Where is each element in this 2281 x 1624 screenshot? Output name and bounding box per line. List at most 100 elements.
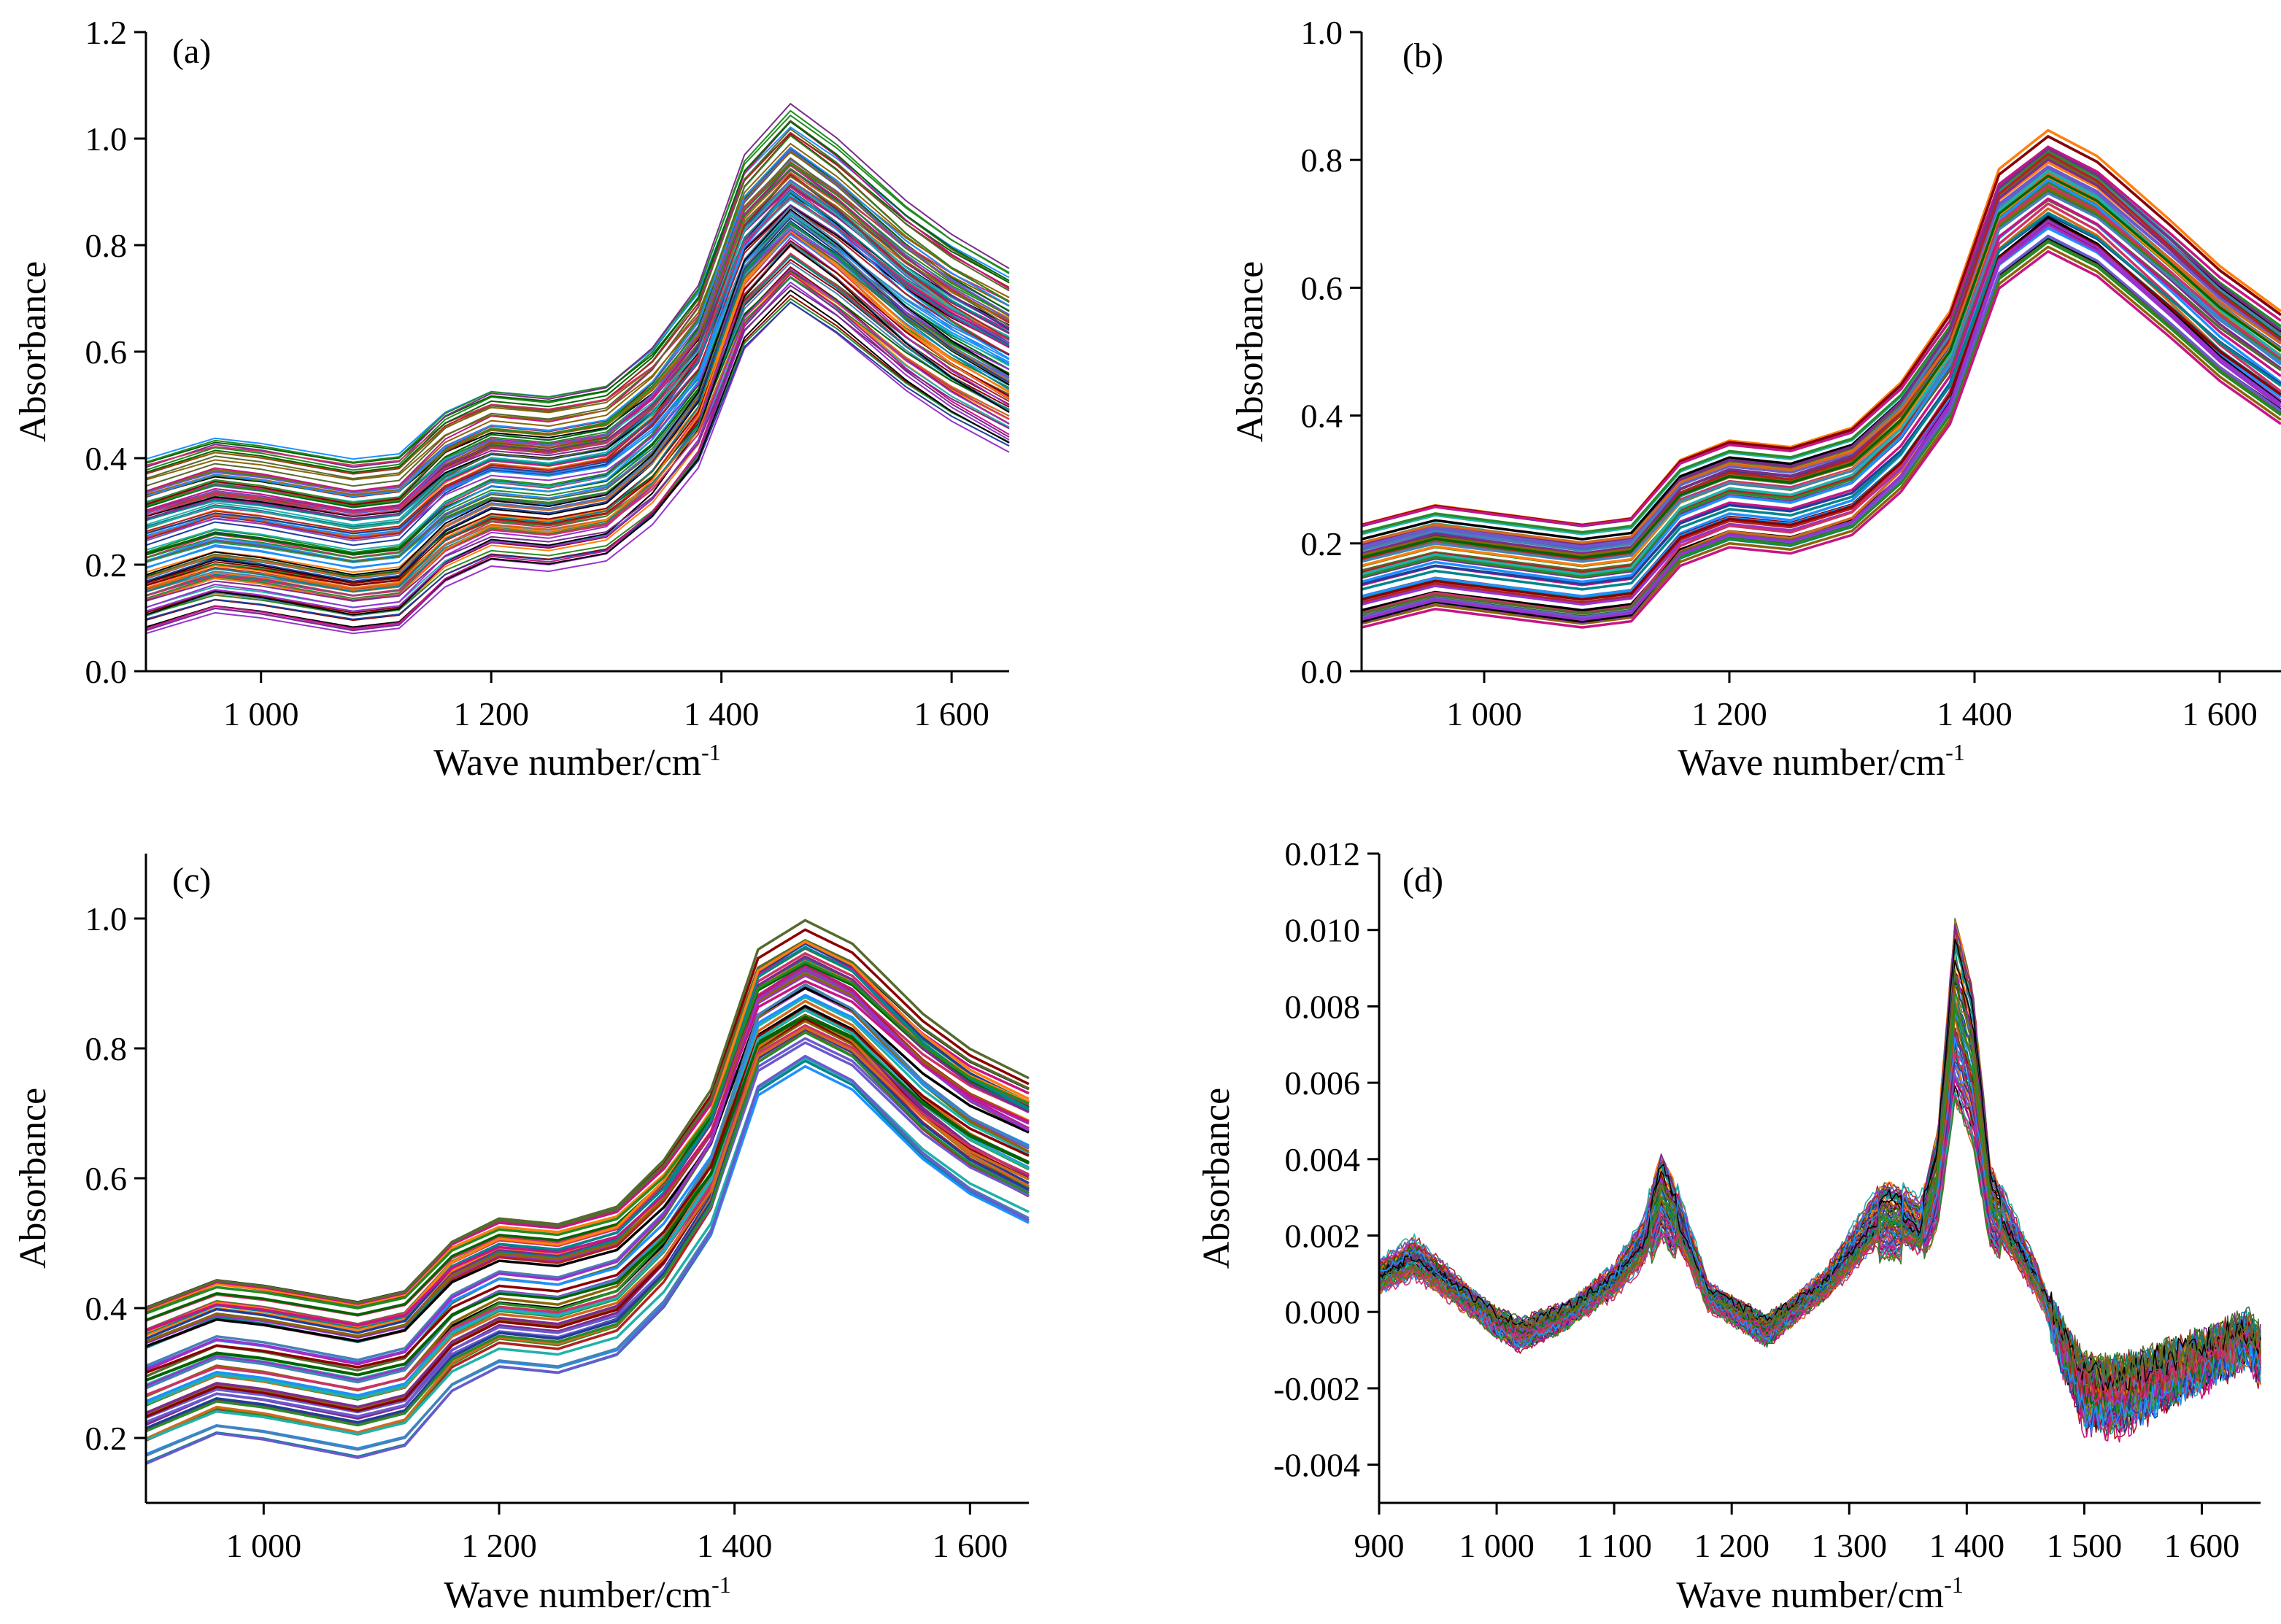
panel-c-label: (c): [172, 861, 211, 900]
panel-d-spectrum-line: [1378, 971, 2261, 1415]
panel-a-spectrum-line: [145, 273, 1010, 630]
panel-a-spectrum-line: [145, 298, 1010, 616]
panel-a-spectrum-line: [145, 217, 1010, 582]
panel-a-y-tick-label: 0.0: [85, 653, 128, 690]
panel-c-x-tick-label: 1 000: [226, 1527, 302, 1564]
panel-c-y-tick-label: 0.6: [85, 1160, 128, 1197]
panel-a-y-ticks: 0.0 0.2 0.4 0.6 0.8 1.0 1.2: [85, 14, 146, 690]
panel-a-x-tick-label: 1 600: [914, 695, 989, 732]
panel-b-spectrum-line: [1361, 174, 2281, 560]
panel-d-y-tick-label: -0.002: [1273, 1370, 1360, 1407]
panel-c-y-tick-label: 0.4: [85, 1290, 128, 1327]
panel-b-x-tick-label: 1 000: [1446, 695, 1522, 732]
panel-b-label: (b): [1402, 36, 1443, 75]
panel-a-spectrum-line: [145, 128, 1010, 487]
panel-c-x-ticks: 1 000 1 200 1 400 1 600: [226, 1503, 1008, 1564]
panel-c-y-tick-label: 0.8: [85, 1030, 128, 1067]
panel-c-y-ticks: 0.2 0.4 0.6 0.8 1.0: [85, 900, 146, 1457]
panel-c-spectrum-line: [145, 960, 1030, 1315]
panel-a-spectrum-line: [145, 240, 1010, 584]
panel-a-y-tick-label: 0.2: [85, 546, 128, 584]
panel-c-spectrum-line: [145, 1024, 1030, 1396]
panel-d-y-tick-label: -0.004: [1273, 1447, 1360, 1484]
panel-b-y-axis-title: Absorbance: [1230, 261, 1271, 442]
panel-c-y-tick-label: 0.2: [85, 1420, 128, 1457]
panel-a-spectrum-line: [145, 109, 1010, 471]
panel-d-spectrum-line: [1378, 981, 2261, 1415]
panel-d-spectrum-line: [1378, 968, 2261, 1388]
panel-c-spectrum-line: [145, 974, 1030, 1345]
panel-c-spectrum-line: [145, 1014, 1030, 1440]
panel-c-spectrum-line: [145, 1008, 1030, 1406]
panel-b-spectrum-line: [1361, 158, 2281, 555]
panel-b-y-tick-label: 0.0: [1301, 653, 1343, 690]
panel-c-spectra: [145, 919, 1030, 1466]
panel-b-spectrum-line: [1361, 250, 2281, 629]
panel-d-x-tick-label: 1 500: [2047, 1527, 2123, 1564]
panel-c-spectrum-line: [145, 1037, 1030, 1420]
panel-a-x-ticks: 1 000 1 200 1 400 1 600: [223, 671, 989, 732]
panel-a-spectrum-line: [145, 237, 1010, 608]
panel-a-spectrum-line: [145, 301, 1010, 620]
panel-c-spectrum-line: [145, 952, 1030, 1331]
panel-a-spectrum-line: [145, 115, 1010, 463]
panel-d-x-tick-label: 1 600: [2164, 1527, 2240, 1564]
panel-a-y-tick-label: 0.8: [85, 227, 128, 264]
panel-a-spectra: [145, 103, 1010, 635]
panel-c-x-tick-label: 1 400: [697, 1527, 773, 1564]
panel-c-spectrum-line: [145, 1054, 1030, 1466]
panel-d-spectrum-line: [1378, 956, 2261, 1418]
panel-a-spectrum-line: [145, 289, 1010, 628]
panel-a: 0.0 0.2 0.4 0.6 0.8 1.0 1.2 1 000 1 200 1 400 1 6…: [12, 14, 1010, 784]
panel-b-spectrum-line: [1361, 239, 2281, 615]
panel-c-spectrum-line: [145, 1014, 1030, 1415]
panel-c-spectrum-line: [145, 983, 1030, 1390]
panel-c-spectrum-line: [145, 1008, 1030, 1374]
panel-a-spectrum-line: [145, 147, 1010, 498]
panel-d-x-tick-label: 1 400: [1929, 1527, 2005, 1564]
panel-c-spectrum-line: [145, 940, 1030, 1334]
panel-c-spectrum-line: [145, 980, 1030, 1332]
panel-b-spectrum-line: [1361, 220, 2281, 622]
panel-a-x-tick-label: 1 200: [453, 695, 529, 732]
panel-d-x-tick-label: 1 200: [1694, 1527, 1769, 1564]
panel-d-y-ticks: -0.004 -0.002 0.000 0.002 0.004 0.006 0.008 0.0…: [1273, 835, 1379, 1484]
panel-c-spectrum-line: [145, 967, 1030, 1371]
panel-d-x-ticks: 900 1 000 1 100 1 200 1 300 1 400 1 500 1 600: [1354, 1503, 2240, 1564]
panel-d-label: (d): [1402, 861, 1443, 900]
panel-a-spectrum-line: [145, 223, 1010, 559]
panel-d-spectrum-line: [1378, 933, 2261, 1423]
panel-a-spectrum-line: [145, 220, 1010, 593]
panel-a-spectrum-line: [145, 165, 1010, 466]
panel-c-spectrum-line: [145, 1015, 1030, 1382]
panel-d-y-tick-label: 0.010: [1285, 912, 1361, 949]
panel-b-y-tick-label: 0.8: [1301, 142, 1343, 179]
panel-a-spectrum-line: [145, 229, 1010, 539]
panel-d-spectrum-line: [1378, 985, 2261, 1380]
panel-a-spectrum-line: [145, 142, 1010, 492]
panel-a-spectrum-line: [145, 181, 1010, 529]
panel-b-spectrum-line: [1361, 192, 2281, 563]
panel-c-y-axis-title: Absorbance: [12, 1088, 54, 1269]
panel-b-x-tick-label: 1 600: [2182, 695, 2258, 732]
panel-d-x-tick-label: 1 100: [1576, 1527, 1652, 1564]
panel-a-x-tick-label: 1 400: [684, 695, 760, 732]
panel-b: 0.00.20.40.60.81.0 1 000 1 200 1 400 1 600 …: [1230, 14, 2281, 784]
panel-d-x-tick-label: 1 000: [1459, 1527, 1535, 1564]
panel-a-spectrum-line: [145, 230, 1010, 603]
panel-a-spectrum-line: [145, 164, 1010, 529]
panel-d-spectra: [1378, 918, 2261, 1443]
panel-a-spectrum-line: [145, 209, 1010, 576]
panel-c-spectrum-line: [145, 1008, 1030, 1403]
panel-a-spectrum-line: [145, 230, 1010, 562]
panel-b-spectra: [1361, 128, 2281, 629]
panel-a-y-tick-label: 1.0: [85, 120, 128, 158]
panel-d-y-tick-label: 0.006: [1285, 1064, 1361, 1102]
panel-a-x-tick-label: 1 000: [223, 695, 299, 732]
panel-c-x-tick-label: 1 200: [461, 1527, 537, 1564]
panel-d-spectrum-line: [1378, 1036, 2261, 1434]
panel-d-y-tick-label: 0.012: [1285, 835, 1361, 873]
panel-b-spectrum-line: [1361, 188, 2281, 562]
panel-d-y-axis-title: Absorbance: [1196, 1088, 1238, 1269]
